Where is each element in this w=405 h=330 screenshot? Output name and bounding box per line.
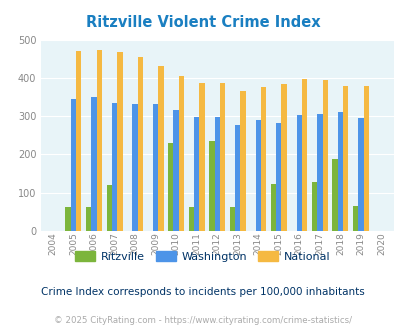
Bar [357, 118, 363, 231]
Bar [322, 80, 327, 231]
Bar [158, 66, 163, 231]
Bar [168, 143, 173, 231]
Bar [281, 84, 286, 231]
Bar [270, 184, 275, 231]
Bar [301, 79, 307, 231]
Bar [234, 125, 240, 231]
Bar [199, 83, 204, 231]
Bar [220, 83, 225, 231]
Bar [255, 120, 260, 231]
Bar [86, 207, 91, 231]
Bar [65, 207, 70, 231]
Bar [106, 185, 112, 231]
Bar [352, 206, 357, 231]
Bar [173, 111, 178, 231]
Text: Ritzville Violent Crime Index: Ritzville Violent Crime Index [85, 15, 320, 30]
Legend: Ritzville, Washington, National: Ritzville, Washington, National [72, 248, 333, 266]
Bar [209, 142, 214, 231]
Bar [76, 51, 81, 231]
Text: Crime Index corresponds to incidents per 100,000 inhabitants: Crime Index corresponds to incidents per… [41, 287, 364, 297]
Bar [316, 114, 322, 231]
Bar [240, 90, 245, 231]
Bar [311, 182, 316, 231]
Bar [117, 52, 122, 231]
Bar [275, 123, 281, 231]
Bar [91, 97, 96, 231]
Bar [112, 103, 117, 231]
Bar [296, 115, 301, 231]
Bar [137, 57, 143, 231]
Bar [337, 112, 342, 231]
Bar [188, 207, 194, 231]
Bar [194, 116, 199, 231]
Bar [178, 76, 184, 231]
Bar [229, 207, 234, 231]
Bar [363, 85, 368, 231]
Bar [96, 50, 102, 231]
Bar [132, 104, 137, 231]
Bar [342, 85, 347, 231]
Bar [153, 104, 158, 231]
Bar [260, 87, 266, 231]
Bar [70, 99, 76, 231]
Bar [214, 116, 220, 231]
Text: © 2025 CityRating.com - https://www.cityrating.com/crime-statistics/: © 2025 CityRating.com - https://www.city… [54, 315, 351, 325]
Bar [332, 159, 337, 231]
